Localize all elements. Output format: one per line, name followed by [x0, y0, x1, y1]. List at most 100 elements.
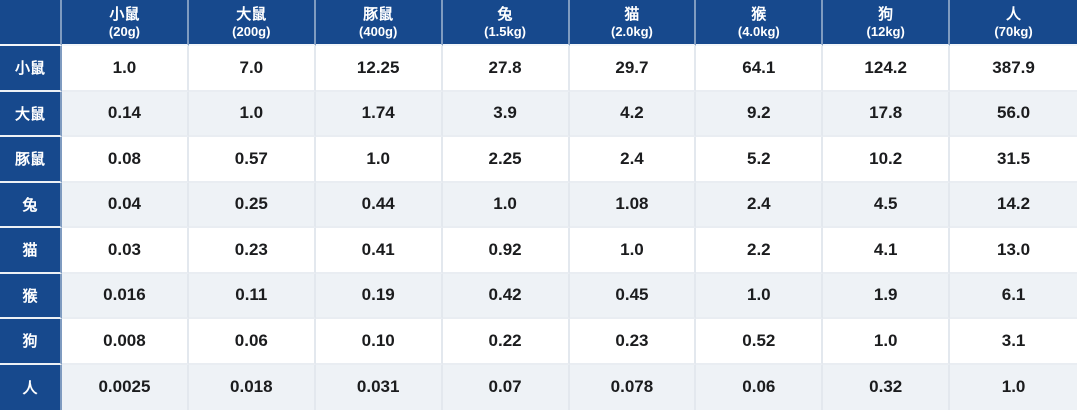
table-body: 小鼠 1.0 7.0 12.25 27.8 29.7 64.1 124.2 387.9 大鼠 0.1…	[0, 46, 1077, 410]
table-cell: 1.0	[315, 137, 443, 183]
table-cell: 0.41	[315, 228, 443, 274]
col-header-2: 大鼠 (200g)	[188, 0, 316, 46]
table-cell: 0.23	[188, 228, 316, 274]
table-row-豚鼠: 豚鼠 0.08 0.57 1.0 2.25 2.4 5.2 10.2 31.5	[0, 137, 1077, 183]
col-header-name: 狗	[878, 5, 894, 23]
table-cell: 0.25	[188, 182, 316, 228]
col-header-name: 猴	[751, 5, 767, 23]
row-header-7: 狗	[0, 319, 62, 365]
table-cell: 64.1	[696, 46, 824, 92]
table-cell: 0.07	[442, 364, 570, 410]
table-cell: 1.74	[315, 91, 443, 137]
table-cell: 3.9	[442, 91, 570, 137]
col-header-weight: (20g)	[108, 23, 140, 39]
table-cell: 0.32	[823, 364, 951, 410]
col-header-weight: (4.0kg)	[737, 23, 780, 39]
table-cell: 0.06	[696, 364, 824, 410]
table-cell: 0.57	[188, 137, 316, 183]
row-header-5: 猫	[0, 228, 62, 274]
table-cell: 0.92	[442, 228, 570, 274]
table-cell: 1.08	[569, 182, 697, 228]
table-cell: 0.19	[315, 273, 443, 319]
col-header-weight: (200g)	[232, 23, 271, 39]
table-cell: 0.031	[315, 364, 443, 410]
table-row-猫: 猫 0.03 0.23 0.41 0.92 1.0 2.2 4.1 13.0	[0, 228, 1077, 274]
table-cell: 0.018	[188, 364, 316, 410]
table-cell: 4.2	[569, 91, 697, 137]
table-cell: 0.06	[188, 319, 316, 365]
col-header-weight: (70kg)	[994, 23, 1033, 39]
table-cell: 2.25	[442, 137, 570, 183]
col-header-weight: (400g)	[359, 23, 398, 39]
table-cell: 9.2	[696, 91, 824, 137]
table-cell: 0.14	[62, 91, 189, 137]
table-cell: 1.0	[696, 273, 824, 319]
table-cell: 14.2	[950, 182, 1077, 228]
table-cell: 0.10	[315, 319, 443, 365]
table-cell: 7.0	[188, 46, 316, 92]
table-cell: 2.4	[696, 182, 824, 228]
col-header-weight: (1.5kg)	[484, 23, 527, 39]
col-header-3: 豚鼠 (400g)	[315, 0, 443, 46]
table-cell: 0.04	[62, 182, 189, 228]
table-row-兔: 兔 0.04 0.25 0.44 1.0 1.08 2.4 4.5 14.2	[0, 182, 1077, 228]
table-cell: 1.9	[823, 273, 951, 319]
col-header-4: 兔 (1.5kg)	[442, 0, 570, 46]
table-cell: 12.25	[315, 46, 443, 92]
table-header: 小鼠 (20g) 大鼠 (200g) 豚鼠 (400g) 兔 (1.5kg) 猫 (2.0kg) 猴…	[0, 0, 1077, 46]
table-cell: 17.8	[823, 91, 951, 137]
col-header-1: 小鼠 (20g)	[62, 0, 189, 46]
table-cell: 0.11	[188, 273, 316, 319]
row-header-1: 小鼠	[0, 46, 62, 92]
col-header-6: 猴 (4.0kg)	[696, 0, 824, 46]
table-cell: 1.0	[62, 46, 189, 92]
table-row-大鼠: 大鼠 0.14 1.0 1.74 3.9 4.2 9.2 17.8 56.0	[0, 91, 1077, 137]
col-header-name: 人	[1006, 5, 1022, 23]
table-cell: 2.4	[569, 137, 697, 183]
col-header-8: 人 (70kg)	[950, 0, 1077, 46]
table-cell: 4.5	[823, 182, 951, 228]
table-cell: 0.08	[62, 137, 189, 183]
table-cell: 56.0	[950, 91, 1077, 137]
table-cell: 1.0	[950, 364, 1077, 410]
table-cell: 0.42	[442, 273, 570, 319]
table-cell: 27.8	[442, 46, 570, 92]
table-cell: 1.0	[442, 182, 570, 228]
table-cell: 13.0	[950, 228, 1077, 274]
col-header-weight: (12kg)	[866, 23, 905, 39]
col-header-name: 兔	[497, 5, 513, 23]
table-cell: 0.078	[569, 364, 697, 410]
table-cell: 29.7	[569, 46, 697, 92]
table-cell: 1.0	[188, 91, 316, 137]
table-cell: 0.008	[62, 319, 189, 365]
row-header-4: 兔	[0, 182, 62, 228]
table-cell: 124.2	[823, 46, 951, 92]
table-cell: 0.22	[442, 319, 570, 365]
corner-cell	[0, 0, 62, 46]
row-header-6: 猴	[0, 273, 62, 319]
table-cell: 6.1	[950, 273, 1077, 319]
table-cell: 4.1	[823, 228, 951, 274]
table-cell: 0.016	[62, 273, 189, 319]
table-cell: 1.0	[823, 319, 951, 365]
table-cell: 0.52	[696, 319, 824, 365]
col-header-name: 豚鼠	[363, 5, 394, 23]
table-cell: 2.2	[696, 228, 824, 274]
header-row: 小鼠 (20g) 大鼠 (200g) 豚鼠 (400g) 兔 (1.5kg) 猫 (2.0kg) 猴…	[0, 0, 1077, 46]
table-cell: 10.2	[823, 137, 951, 183]
col-header-name: 猫	[624, 5, 640, 23]
table-cell: 3.1	[950, 319, 1077, 365]
table-cell: 387.9	[950, 46, 1077, 92]
table-cell: 31.5	[950, 137, 1077, 183]
col-header-name: 大鼠	[236, 5, 267, 23]
table-cell: 0.03	[62, 228, 189, 274]
table-cell: 0.0025	[62, 364, 189, 410]
row-header-8: 人	[0, 364, 62, 410]
table-cell: 0.23	[569, 319, 697, 365]
table-cell: 0.45	[569, 273, 697, 319]
table-cell: 0.44	[315, 182, 443, 228]
row-header-3: 豚鼠	[0, 137, 62, 183]
table-row-人: 人 0.0025 0.018 0.031 0.07 0.078 0.06 0.32 1.0	[0, 364, 1077, 410]
